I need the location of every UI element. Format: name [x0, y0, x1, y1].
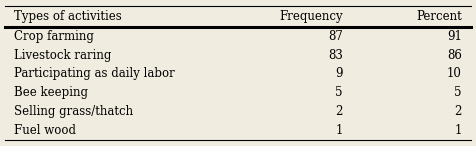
Text: 5: 5: [335, 86, 343, 99]
Text: 2: 2: [336, 105, 343, 118]
Text: 1: 1: [336, 124, 343, 137]
Text: 1: 1: [455, 124, 462, 137]
Text: 87: 87: [328, 30, 343, 43]
Text: 83: 83: [328, 48, 343, 61]
Text: Frequency: Frequency: [279, 10, 343, 23]
Text: 86: 86: [447, 48, 462, 61]
Text: Types of activities: Types of activities: [14, 10, 122, 23]
Text: 10: 10: [447, 67, 462, 80]
Text: Selling grass/thatch: Selling grass/thatch: [14, 105, 133, 118]
Text: 2: 2: [455, 105, 462, 118]
Text: 5: 5: [454, 86, 462, 99]
Text: 9: 9: [335, 67, 343, 80]
Text: 91: 91: [447, 30, 462, 43]
Text: Percent: Percent: [416, 10, 462, 23]
Text: Fuel wood: Fuel wood: [14, 124, 76, 137]
Text: Participating as daily labor: Participating as daily labor: [14, 67, 175, 80]
Text: Bee keeping: Bee keeping: [14, 86, 88, 99]
Text: Livestock raring: Livestock raring: [14, 48, 112, 61]
Text: Crop farming: Crop farming: [14, 30, 94, 43]
